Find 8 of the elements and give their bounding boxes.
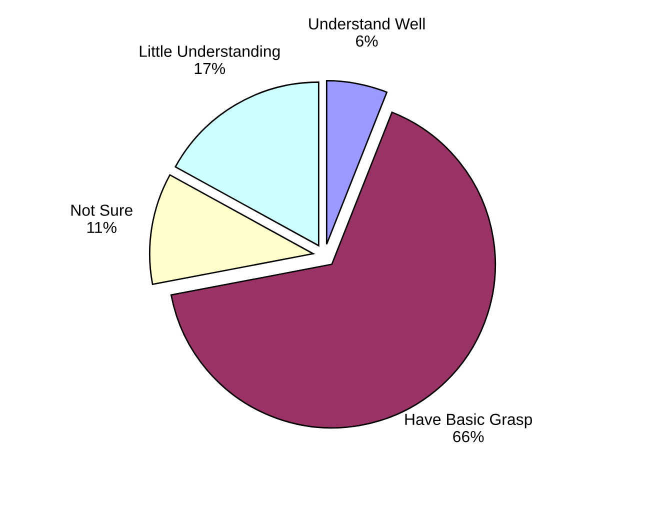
data-label: 6% (356, 35, 378, 47)
data-label: 17% (194, 62, 226, 74)
slice-label: Little Understanding (140, 45, 280, 60)
slice-label: Not Sure (71, 204, 132, 216)
data-label: 66% (453, 430, 484, 442)
slice-label: Understand Well (309, 18, 425, 30)
slice-label: Have Basic Grasp (405, 413, 532, 428)
data-label: 11% (87, 222, 116, 234)
